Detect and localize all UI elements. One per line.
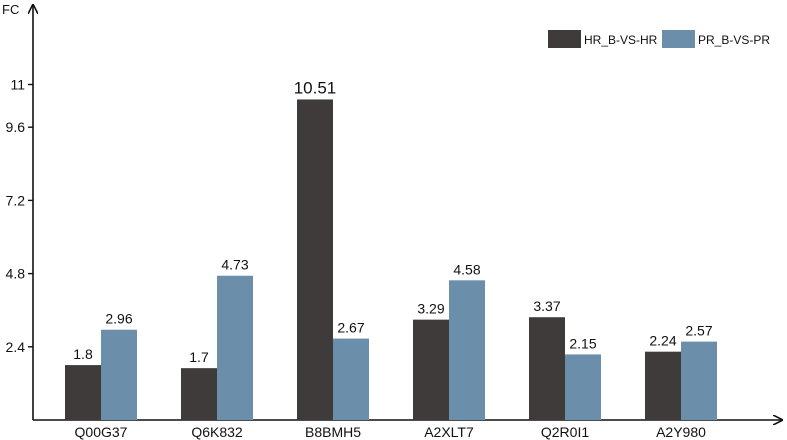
bar-Q2R0I1-PR_B-VS-PR — [565, 354, 601, 420]
bar-Q00G37-HR_B-VS-HR — [65, 365, 101, 420]
bar-A2Y980-HR_B-VS-HR — [645, 351, 681, 420]
bar-Q00G37-PR_B-VS-PR — [101, 329, 137, 420]
bar-A2Y980-PR_B-VS-PR — [681, 341, 717, 420]
x-tick-label: Q6K832 — [191, 424, 243, 440]
data-label: 4.73 — [221, 257, 248, 273]
bar-B8BMH5-HR_B-VS-HR — [297, 99, 333, 420]
legend-label: HR_B-VS-HR — [584, 33, 658, 47]
bar-Q6K832-PR_B-VS-PR — [217, 275, 253, 420]
y-axis-ticks: 2.4 4.8 7.2 9.6 11 — [6, 77, 33, 355]
bar-Q6K832-HR_B-VS-HR — [181, 368, 217, 420]
data-label: 2.57 — [685, 323, 712, 339]
x-tick-label: Q2R0I1 — [541, 424, 589, 440]
data-label: 2.24 — [649, 333, 676, 349]
data-label: 2.96 — [105, 311, 132, 327]
data-label: 10.51 — [294, 78, 337, 97]
bar-Q2R0I1-HR_B-VS-HR — [529, 317, 565, 420]
value-labels: 1.8 2.96 1.7 4.73 10.51 2.67 3.29 4.58 3.37 2.15 2… — [73, 78, 713, 365]
x-tick-label: A2Y980 — [656, 424, 706, 440]
legend: HR_B-VS-HR PR_B-VS-PR — [548, 30, 770, 48]
y-tick-label: 9.6 — [6, 119, 26, 135]
y-tick-label: 2.4 — [6, 339, 26, 355]
y-tick-label: 11 — [10, 77, 25, 93]
bar-A2XLT7-PR_B-VS-PR — [449, 280, 485, 420]
x-axis-labels: Q00G37 Q6K832 B8BMH5 A2XLT7 Q2R0I1 A2Y980 — [75, 424, 707, 440]
bar-A2XLT7-HR_B-VS-HR — [413, 319, 449, 420]
bars — [65, 99, 717, 420]
legend-label: PR_B-VS-PR — [698, 33, 770, 47]
data-label: 4.58 — [453, 261, 480, 277]
data-label: 1.8 — [73, 346, 93, 362]
legend-swatch — [662, 30, 695, 48]
legend-swatch — [548, 30, 581, 48]
data-label: 3.37 — [533, 298, 560, 314]
data-label: 2.15 — [569, 335, 596, 351]
x-tick-label: A2XLT7 — [424, 424, 474, 440]
bar-B8BMH5-PR_B-VS-PR — [333, 338, 369, 420]
data-label: 2.67 — [337, 320, 364, 336]
data-label: 1.7 — [189, 349, 209, 365]
y-tick-label: 4.8 — [6, 266, 26, 282]
y-tick-label: 7.2 — [6, 192, 26, 208]
data-label: 3.29 — [417, 301, 444, 317]
x-tick-label: Q00G37 — [75, 424, 128, 440]
y-axis-label: FC — [2, 2, 19, 17]
x-tick-label: B8BMH5 — [305, 424, 361, 440]
